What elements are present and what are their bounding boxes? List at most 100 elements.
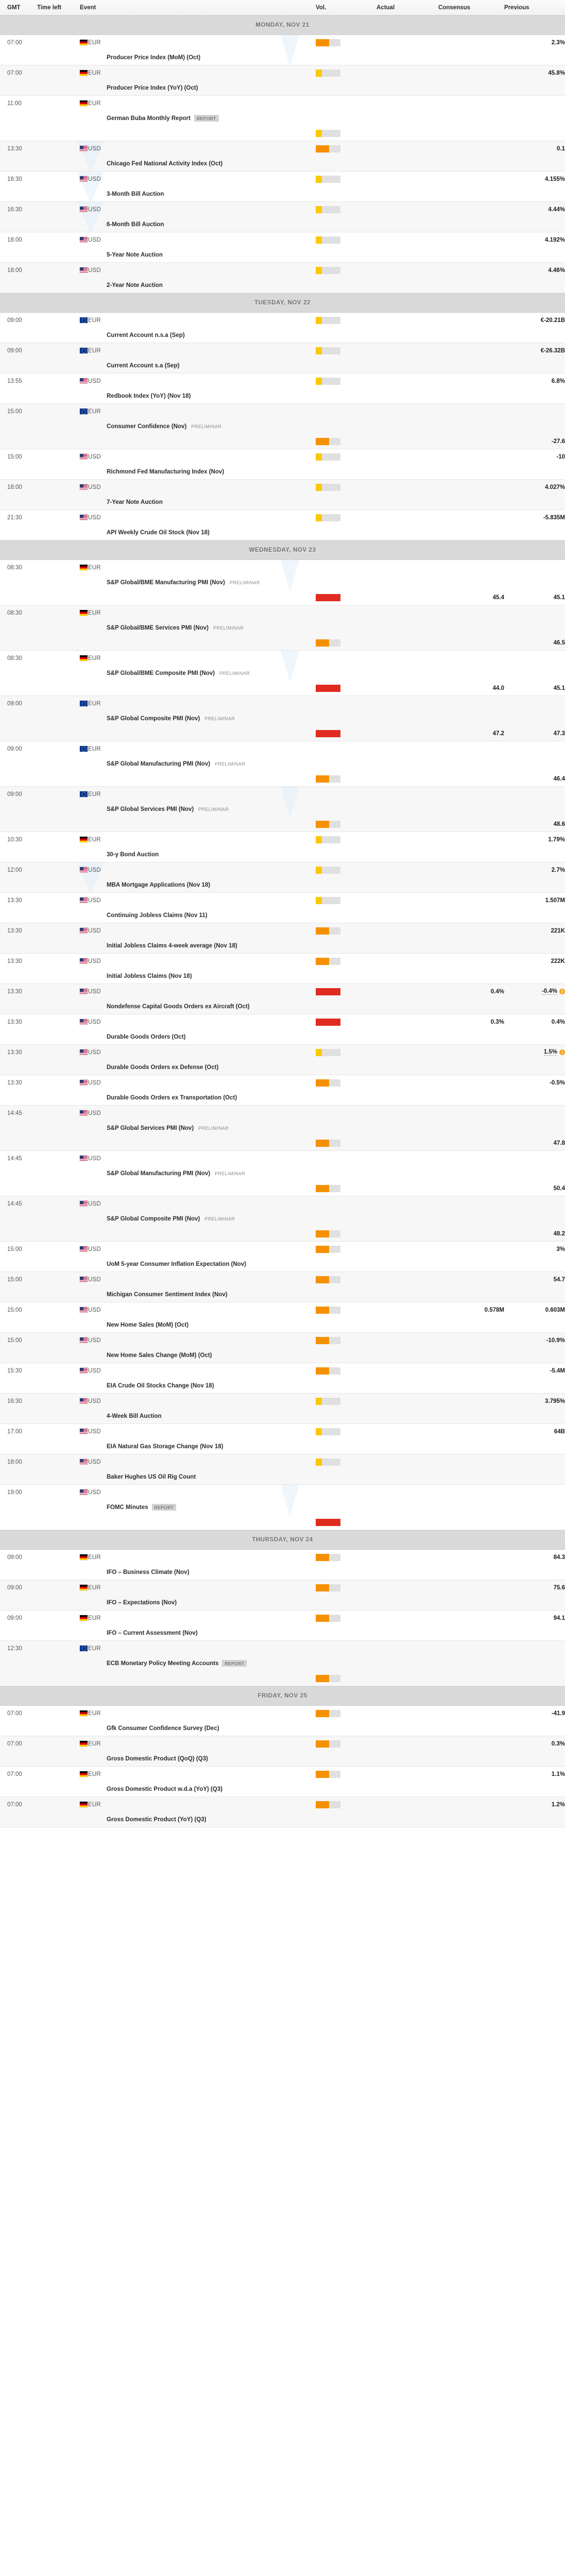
calendar-event-row[interactable]: 18:00 USD 4.027% 7-Year Note Auction xyxy=(0,480,565,510)
calendar-event-row[interactable]: 13:30 USD 0.1 Chicago Fed National Activity… xyxy=(0,141,565,172)
event-name[interactable]: Durable Goods Orders ex Defense (Oct) xyxy=(107,1064,219,1071)
calendar-event-row[interactable]: 11:00 EUR German Buba Monthly Report REPORT xyxy=(0,96,565,141)
event-name[interactable]: S&P Global Composite PMI (Nov) xyxy=(107,715,200,722)
event-name[interactable]: Continuing Jobless Claims (Nov 11) xyxy=(107,912,208,919)
calendar-event-row[interactable]: 15:00 USD -10 Richmond Fed Manufacturing In… xyxy=(0,449,565,480)
event-name[interactable]: Gross Domestic Product (QoQ) (Q3) xyxy=(107,1755,208,1762)
event-name[interactable]: IFO – Current Assessment (Nov) xyxy=(107,1630,198,1636)
column-header-actual[interactable]: Actual xyxy=(376,4,395,11)
volatility-meter-low[interactable] xyxy=(316,1397,340,1405)
event-name[interactable]: Chicago Fed National Activity Index (Oct… xyxy=(107,160,223,167)
calendar-event-row[interactable]: 14:45 USD S&P Global Services PMI (Nov) PRE… xyxy=(0,1106,565,1151)
calendar-event-row[interactable]: 07:00 EUR 0.3% Gross Domestic Product (QoQ)… xyxy=(0,1736,565,1767)
volatility-meter-medium[interactable] xyxy=(316,820,340,828)
calendar-event-row[interactable]: 07:00 EUR 45.8% Producer Price Index (YoY) … xyxy=(0,65,565,96)
volatility-meter-medium[interactable] xyxy=(316,1139,340,1147)
volatility-meter-medium[interactable] xyxy=(316,1553,340,1561)
volatility-meter-low[interactable] xyxy=(316,836,340,843)
event-name[interactable]: S&P Global Services PMI (Nov) xyxy=(107,1125,194,1131)
event-name[interactable]: Gfk Consumer Confidence Survey (Dec) xyxy=(107,1725,219,1732)
event-name[interactable]: S&P Global/BME Manufacturing PMI (Nov) xyxy=(107,579,225,586)
calendar-event-row[interactable]: 13:30 USD 222K Initial Jobless Claims (Nov … xyxy=(0,954,565,984)
volatility-meter-high[interactable] xyxy=(316,988,340,995)
volatility-meter-high[interactable] xyxy=(316,594,340,601)
event-name[interactable]: 2-Year Note Auction xyxy=(107,282,163,289)
volatility-meter-medium[interactable] xyxy=(316,1801,340,1808)
calendar-event-row[interactable]: 09:00 EUR 84.3 IFO – Business Climate (Nov) xyxy=(0,1550,565,1580)
event-name[interactable]: 6-Month Bill Auction xyxy=(107,221,164,228)
calendar-event-row[interactable]: 17:00 USD 64B EIA Natural Gas Storage Chang… xyxy=(0,1424,565,1454)
volatility-meter-medium[interactable] xyxy=(316,639,340,647)
volatility-meter-low[interactable] xyxy=(316,316,340,324)
event-name[interactable]: Durable Goods Orders (Oct) xyxy=(107,1033,186,1040)
event-name[interactable]: API Weekly Crude Oil Stock (Nov 18) xyxy=(107,529,210,536)
calendar-event-row[interactable]: 16:30 USD 4.44% 6-Month Bill Auction xyxy=(0,202,565,232)
event-name[interactable]: Redbook Index (YoY) (Nov 18) xyxy=(107,393,191,399)
event-name[interactable]: 7-Year Note Auction xyxy=(107,499,163,505)
calendar-event-row[interactable]: 07:00 EUR 1.1% Gross Domestic Product w.d.a… xyxy=(0,1767,565,1797)
calendar-event-row[interactable]: 15:00 USD 54.7 Michigan Consumer Sentiment … xyxy=(0,1272,565,1302)
event-name[interactable]: 30-y Bond Auction xyxy=(107,851,159,858)
volatility-meter-medium[interactable] xyxy=(316,437,340,445)
volatility-meter-high[interactable] xyxy=(316,684,340,692)
volatility-meter-high[interactable] xyxy=(316,1518,340,1526)
event-name[interactable]: S&P Global Services PMI (Nov) xyxy=(107,806,194,812)
calendar-event-row[interactable]: 09:00 EUR 75.6 IFO – Expectations (Nov) xyxy=(0,1580,565,1611)
calendar-event-row[interactable]: 18:00 USD Baker Hughes US Oil Rig Count xyxy=(0,1454,565,1485)
volatility-meter-medium[interactable] xyxy=(316,775,340,783)
calendar-event-row[interactable]: 18:00 USD 4.46% 2-Year Note Auction xyxy=(0,263,565,293)
calendar-event-row[interactable]: 07:00 EUR 1.2% Gross Domestic Product (YoY)… xyxy=(0,1797,565,1827)
volatility-meter-medium[interactable] xyxy=(316,1709,340,1717)
calendar-event-row[interactable]: 15:00 USD -10.9% New Home Sales Change (MoM… xyxy=(0,1333,565,1363)
calendar-event-row[interactable]: 15:00 USD 3% UoM 5-year Consumer Inflation … xyxy=(0,1242,565,1272)
volatility-meter-low[interactable] xyxy=(316,69,340,77)
volatility-meter-low[interactable] xyxy=(316,206,340,213)
calendar-event-row[interactable]: 08:30 EUR S&P Global/BME Composite PMI (No… xyxy=(0,651,565,696)
calendar-event-row[interactable]: 13:30 USD 0.4% -0.4% i Nondefense Capital Goo… xyxy=(0,984,565,1014)
volatility-meter-low[interactable] xyxy=(316,483,340,491)
volatility-meter-medium[interactable] xyxy=(316,1306,340,1314)
volatility-meter-medium[interactable] xyxy=(316,1367,340,1375)
event-name[interactable]: Initial Jobless Claims (Nov 18) xyxy=(107,973,192,979)
calendar-event-row[interactable]: 09:00 EUR €-20.21B Current Account n.s.a (S… xyxy=(0,313,565,343)
calendar-event-row[interactable]: 07:00 EUR -41.9 Gfk Consumer Confidence Sur… xyxy=(0,1706,565,1736)
event-name[interactable]: Current Account n.s.a (Sep) xyxy=(107,332,185,338)
event-name[interactable]: Gross Domestic Product w.d.a (YoY) (Q3) xyxy=(107,1786,222,1792)
volatility-meter-low[interactable] xyxy=(316,129,340,137)
event-name[interactable]: ECB Monetary Policy Meeting Accounts xyxy=(107,1660,219,1667)
column-header-time-left[interactable]: Time left xyxy=(37,4,62,11)
column-header-vol[interactable]: Vol. xyxy=(316,4,327,11)
volatility-meter-medium[interactable] xyxy=(316,39,340,46)
calendar-event-row[interactable]: 15:30 USD -5.4M EIA Crude Oil Stocks Change… xyxy=(0,1363,565,1394)
volatility-meter-low[interactable] xyxy=(316,377,340,385)
event-name[interactable]: 4-Week Bill Auction xyxy=(107,1413,162,1419)
info-icon[interactable]: i xyxy=(559,989,565,994)
volatility-meter-medium[interactable] xyxy=(316,1614,340,1622)
volatility-meter-medium[interactable] xyxy=(316,1079,340,1087)
volatility-meter-medium[interactable] xyxy=(316,1584,340,1591)
calendar-event-row[interactable]: 09:00 EUR 94.1 IFO – Current Assessment (No… xyxy=(0,1611,565,1641)
event-name[interactable]: Michigan Consumer Sentiment Index (Nov) xyxy=(107,1291,228,1298)
event-name[interactable]: S&P Global/BME Composite PMI (Nov) xyxy=(107,670,215,676)
calendar-event-row[interactable]: 18:00 USD 4.192% 5-Year Note Auction xyxy=(0,232,565,263)
calendar-event-row[interactable]: 13:55 USD 6.8% Redbook Index (YoY) (Nov 18) xyxy=(0,374,565,404)
calendar-event-row[interactable]: 16:30 USD 3.795% 4-Week Bill Auction xyxy=(0,1394,565,1424)
event-name[interactable]: S&P Global/BME Services PMI (Nov) xyxy=(107,624,209,631)
calendar-event-row[interactable]: 15:00 USD 0.578M 0.603M New Home Sales (MoM)… xyxy=(0,1302,565,1333)
column-header-event[interactable]: Event xyxy=(80,4,96,11)
calendar-event-row[interactable]: 12:00 USD 2.7% MBA Mortgage Applications (N… xyxy=(0,862,565,893)
calendar-event-row[interactable]: 13:30 USD 0.3% 0.4% Durable Goods Orders (Oc… xyxy=(0,1014,565,1045)
volatility-meter-medium[interactable] xyxy=(316,1230,340,1238)
volatility-meter-low[interactable] xyxy=(316,347,340,354)
calendar-event-row[interactable]: 19:00 USD FOMC Minutes REPORT xyxy=(0,1485,565,1530)
event-name[interactable]: UoM 5-year Consumer Inflation Expectatio… xyxy=(107,1261,246,1267)
volatility-meter-medium[interactable] xyxy=(316,1276,340,1283)
event-name[interactable]: Richmond Fed Manufacturing Index (Nov) xyxy=(107,468,225,475)
event-name[interactable]: Gross Domestic Product (YoY) (Q3) xyxy=(107,1816,207,1823)
event-name[interactable]: EIA Crude Oil Stocks Change (Nov 18) xyxy=(107,1382,214,1389)
calendar-event-row[interactable]: 13:30 USD 1.5% i Durable Goods Orders ex Def… xyxy=(0,1045,565,1075)
calendar-event-row[interactable]: 14:45 USD S&P Global Manufacturing PMI (No… xyxy=(0,1151,565,1196)
volatility-meter-medium[interactable] xyxy=(316,1740,340,1748)
column-header-consensus[interactable]: Consensus xyxy=(438,4,470,11)
event-name[interactable]: Producer Price Index (YoY) (Oct) xyxy=(107,84,198,91)
